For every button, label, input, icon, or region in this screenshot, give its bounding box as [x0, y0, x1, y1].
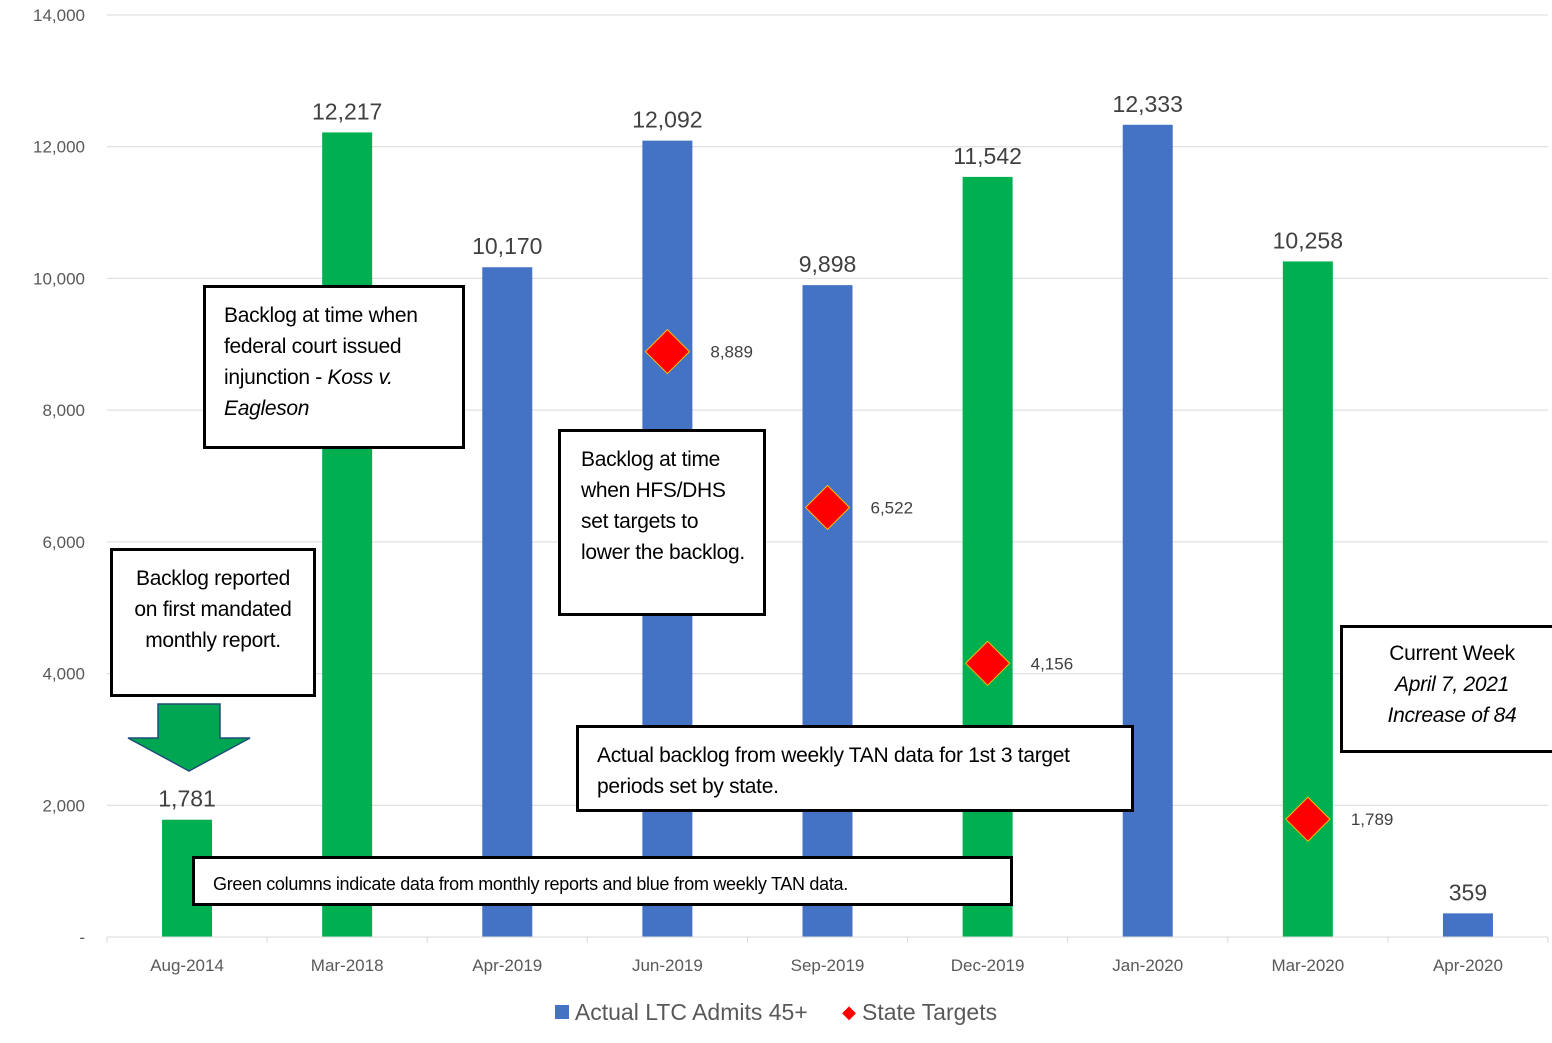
x-tick-label: Apr-2019: [472, 956, 542, 975]
annotation-injunction: Backlog at time when federal court issue…: [203, 285, 465, 449]
bar-value-label: 12,217: [312, 98, 382, 124]
annotation-weekly-tan: Actual backlog from weekly TAN data for …: [576, 725, 1134, 812]
legend-swatch-actual: [555, 1005, 569, 1019]
diamond-icon: ◆: [842, 1002, 856, 1023]
bar-value-label: 9,898: [799, 251, 857, 277]
y-tick-label: 2,000: [42, 796, 85, 815]
bar-value-label: 1,781: [158, 786, 216, 812]
x-tick-label: Jan-2020: [1112, 956, 1183, 975]
legend-item-actual: Actual LTC Admits 45+: [555, 999, 808, 1026]
annotation-first-report-text: Backlog reported on first mandated month…: [134, 567, 291, 652]
legend-label-actual: Actual LTC Admits 45+: [575, 999, 808, 1025]
bar-value-label: 359: [1449, 879, 1487, 905]
y-tick-label: 8,000: [42, 401, 85, 420]
bar: [1443, 913, 1493, 937]
bar: [482, 267, 532, 937]
current-week-increase: Increase of 84: [1351, 700, 1552, 731]
annotation-current-week: Current Week April 7, 2021 Increase of 8…: [1340, 625, 1552, 753]
x-tick-label: Jun-2019: [632, 956, 703, 975]
annotation-targets-set: Backlog at time when HFS/DHS set targets…: [558, 429, 766, 616]
bar-value-label: 11,542: [953, 143, 1022, 169]
legend: Actual LTC Admits 45+ ◆ State Targets: [0, 999, 1552, 1026]
y-tick-label: 12,000: [33, 138, 85, 157]
x-tick-label: Sep-2019: [791, 956, 865, 975]
y-tick-label: 6,000: [42, 533, 85, 552]
bar: [963, 177, 1013, 937]
bar: [803, 285, 853, 937]
annotation-color-note-text: Green columns indicate data from monthly…: [213, 874, 848, 894]
target-value-label: 8,889: [710, 343, 753, 362]
y-tick-label: -: [79, 928, 85, 947]
annotation-color-note: Green columns indicate data from monthly…: [192, 856, 1013, 906]
target-value-label: 4,156: [1031, 654, 1074, 673]
bar: [322, 132, 372, 937]
annotation-first-report: Backlog reported on first mandated month…: [110, 548, 316, 697]
bar: [1123, 125, 1173, 937]
x-tick-label: Aug-2014: [150, 956, 224, 975]
bar-value-label: 10,170: [472, 233, 542, 259]
bar-value-label: 12,333: [1113, 91, 1183, 117]
target-value-label: 1,789: [1351, 810, 1394, 829]
annotation-targets-set-text: Backlog at time when HFS/DHS set targets…: [581, 448, 745, 564]
bar-value-label: 10,258: [1273, 227, 1343, 253]
x-tick-label: Mar-2020: [1271, 956, 1344, 975]
annotation-weekly-tan-text: Actual backlog from weekly TAN data for …: [597, 744, 1070, 798]
target-value-label: 6,522: [871, 498, 914, 517]
current-week-date: April 7, 2021: [1351, 669, 1552, 700]
down-arrow-icon: [128, 704, 250, 771]
x-tick-label: Apr-2020: [1433, 956, 1503, 975]
y-axis: - 2,000 4,000 6,000 8,000 10,000 12,000 14,000: [33, 6, 85, 947]
bar-value-label: 12,092: [632, 107, 702, 133]
y-tick-label: 4,000: [42, 665, 85, 684]
legend-label-targets: State Targets: [862, 999, 997, 1025]
current-week-title: Current Week: [1351, 638, 1552, 669]
x-tick-label: Dec-2019: [951, 956, 1025, 975]
x-tick-label: Mar-2018: [311, 956, 384, 975]
y-tick-label: 14,000: [33, 6, 85, 25]
y-tick-label: 10,000: [33, 269, 85, 288]
legend-item-targets: ◆ State Targets: [842, 999, 997, 1026]
x-axis: Aug-2014 Mar-2018 Apr-2019 Jun-2019 Sep-2019…: [107, 937, 1548, 975]
